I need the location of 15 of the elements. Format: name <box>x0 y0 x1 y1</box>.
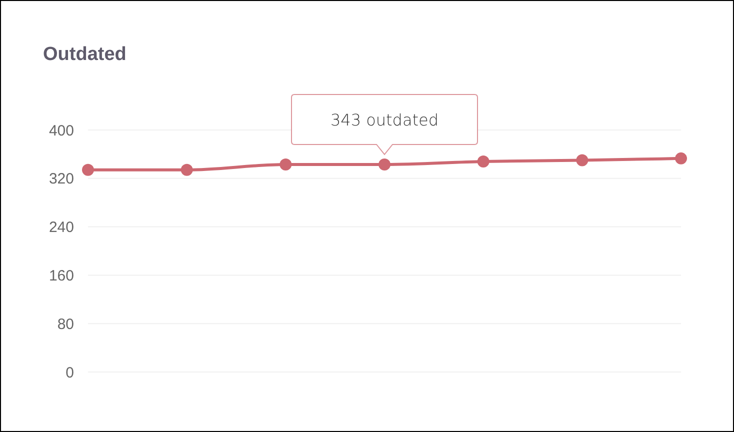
point <box>675 152 687 164</box>
point <box>180 164 193 176</box>
point <box>82 164 94 176</box>
annotation: 343 outdated <box>330 110 439 130</box>
point <box>378 158 390 170</box>
point <box>280 158 292 170</box>
point <box>477 155 490 168</box>
y-tick-label: 400 <box>48 122 74 140</box>
chart-title: Outdated <box>43 44 126 65</box>
y-tick-label: 160 <box>48 267 74 284</box>
y-tick-label: 240 <box>48 219 74 236</box>
point <box>576 154 588 166</box>
y-tick-label: 320 <box>48 170 74 188</box>
y-tick-label: 0 <box>66 364 74 382</box>
y-tick-label: 80 <box>57 316 74 333</box>
